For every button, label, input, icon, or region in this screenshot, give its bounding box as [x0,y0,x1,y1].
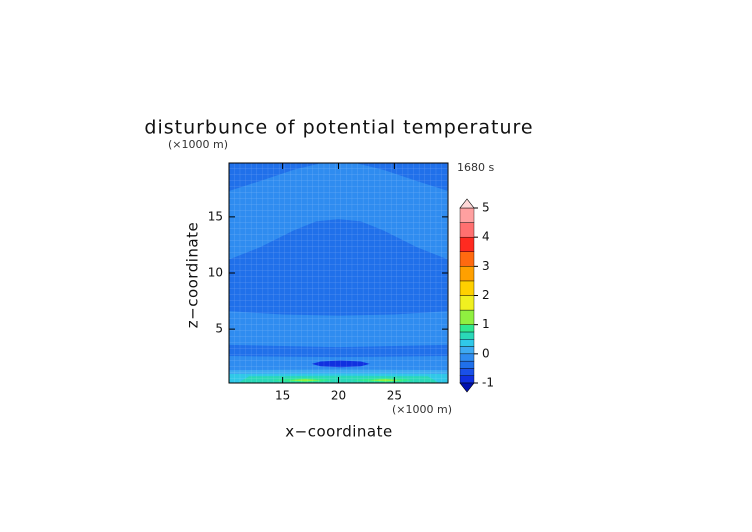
colorbar-band [459,331,475,340]
colorbar-band [459,295,475,311]
colorbar-band [459,236,475,252]
time-label: 1680 s [457,161,494,174]
colorbar-band [459,375,475,384]
colorbar-band [459,368,475,376]
x-unit: (×1000 m) [392,403,452,416]
axes: 15 20 25 5 10 15 -1 0 1 2 3 4 5 [208,162,494,403]
y-unit: (×1000 m) [168,138,228,151]
x-tick-label: 20 [331,389,346,403]
colorbar-band [459,251,475,267]
colorbar-tick-label: 5 [482,201,490,215]
colorbar-band [459,280,475,296]
colorbar-tick-label: -1 [482,376,494,390]
colorbar-band [459,324,475,333]
colorbar-over [459,198,475,209]
colorbar-tick-label: 4 [482,230,490,244]
x-axis-label: x−coordinate [285,423,392,441]
colorbar-tick-label: 1 [482,317,490,331]
contour-field [229,163,448,383]
colorbar-under [459,382,475,393]
colorbar-band [459,360,475,369]
colorbar-band [459,339,475,347]
colorbar-band [459,222,475,238]
y-tick-label: 5 [215,322,223,336]
colorbar-band [459,346,475,355]
colorbar-band [459,353,475,362]
y-tick-label: 10 [208,266,223,280]
chart-title: disturbunce of potential temperature [144,117,533,139]
y-tick-label: 15 [208,209,223,223]
colorbar-tick-label: 0 [482,346,490,360]
x-tick-label: 15 [275,389,290,403]
colorbar-tick-label: 3 [482,259,490,273]
colorbar-band [459,309,475,325]
colorbar-band [459,207,475,223]
colorbar-tick-label: 2 [482,288,490,302]
y-axis-label: z−coordinate [184,222,202,328]
grid [229,163,448,383]
colorbar-band [459,266,475,282]
x-tick-label: 25 [387,389,402,403]
